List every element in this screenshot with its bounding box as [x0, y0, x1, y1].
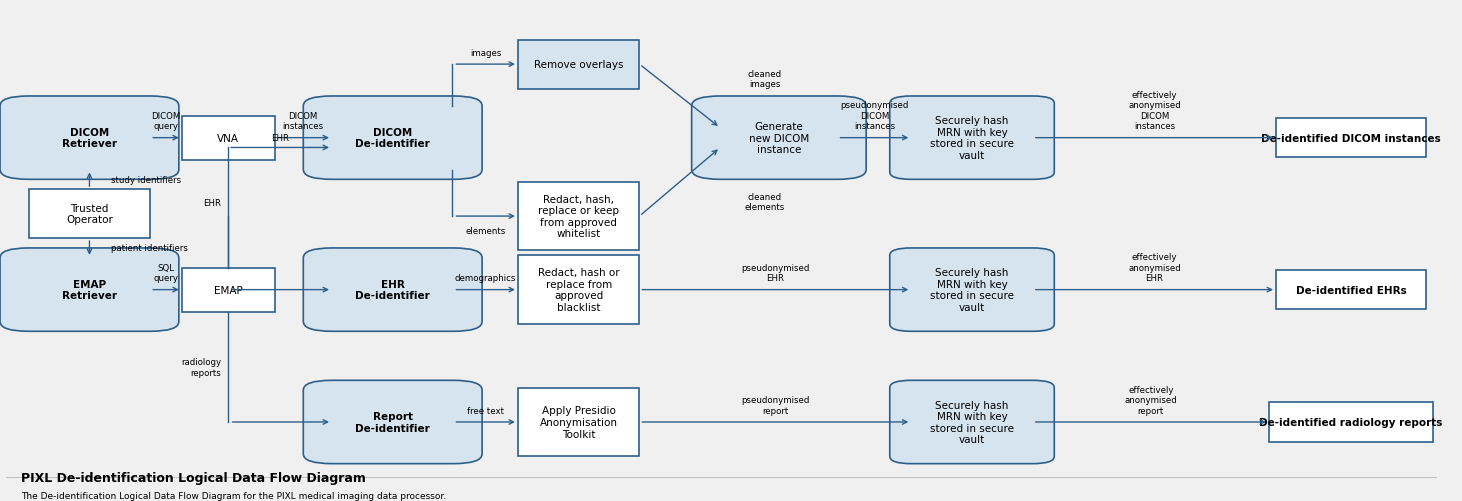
Text: Report
De-identifier: Report De-identifier — [355, 411, 430, 433]
Text: DICOM
Retriever: DICOM Retriever — [61, 128, 117, 149]
FancyBboxPatch shape — [29, 190, 151, 238]
Text: effectively
anonymised
DICOM
instances: effectively anonymised DICOM instances — [1129, 91, 1181, 131]
FancyBboxPatch shape — [518, 388, 639, 456]
Text: De-identified radiology reports: De-identified radiology reports — [1259, 417, 1443, 427]
FancyBboxPatch shape — [890, 97, 1054, 180]
Text: study identifiers: study identifiers — [111, 175, 181, 184]
Text: De-identified EHRs: De-identified EHRs — [1295, 285, 1406, 295]
Text: Apply Presidio
Anonymisation
Toolkit: Apply Presidio Anonymisation Toolkit — [539, 406, 617, 439]
FancyBboxPatch shape — [181, 268, 275, 312]
Text: free text: free text — [468, 406, 504, 415]
Text: EHR: EHR — [270, 133, 289, 142]
Text: effectively
anonymised
EHR: effectively anonymised EHR — [1129, 253, 1181, 283]
Text: DICOM
instances: DICOM instances — [282, 112, 325, 131]
Text: EHR: EHR — [203, 199, 221, 208]
FancyBboxPatch shape — [181, 116, 275, 160]
Text: Redact, hash,
replace or keep
from approved
whitelist: Redact, hash, replace or keep from appro… — [538, 194, 618, 239]
FancyBboxPatch shape — [692, 97, 866, 180]
FancyBboxPatch shape — [1276, 119, 1425, 158]
Text: pseudonymised
DICOM
instances: pseudonymised DICOM instances — [841, 101, 908, 131]
FancyBboxPatch shape — [890, 381, 1054, 464]
Text: EMAP: EMAP — [213, 285, 243, 295]
Text: cleaned
images: cleaned images — [747, 70, 782, 89]
Text: Securely hash
MRN with key
stored in secure
vault: Securely hash MRN with key stored in sec… — [930, 116, 1015, 161]
FancyBboxPatch shape — [1269, 403, 1433, 442]
FancyBboxPatch shape — [0, 97, 178, 180]
Text: DICOM
De-identifier: DICOM De-identifier — [355, 128, 430, 149]
Text: demographics: demographics — [455, 274, 516, 283]
Text: pseudonymised
report: pseudonymised report — [741, 395, 810, 415]
FancyBboxPatch shape — [518, 256, 639, 324]
Text: radiology
reports: radiology reports — [181, 357, 221, 377]
FancyBboxPatch shape — [1276, 271, 1425, 310]
FancyBboxPatch shape — [0, 248, 178, 332]
FancyBboxPatch shape — [890, 248, 1054, 332]
FancyBboxPatch shape — [303, 248, 482, 332]
Text: Trusted
Operator: Trusted Operator — [66, 203, 113, 225]
Text: cleaned
elements: cleaned elements — [744, 192, 785, 212]
Text: DICOM
query: DICOM query — [151, 112, 181, 131]
Text: Redact, hash or
replace from
approved
blacklist: Redact, hash or replace from approved bl… — [538, 268, 620, 313]
Text: pseudonymised
EHR: pseudonymised EHR — [741, 264, 810, 283]
Text: PIXL De-identification Logical Data Flow Diagram: PIXL De-identification Logical Data Flow… — [20, 471, 366, 484]
Text: EHR
De-identifier: EHR De-identifier — [355, 279, 430, 301]
Text: EMAP
Retriever: EMAP Retriever — [61, 279, 117, 301]
Text: VNA: VNA — [218, 133, 240, 143]
Text: Securely hash
MRN with key
stored in secure
vault: Securely hash MRN with key stored in sec… — [930, 268, 1015, 313]
FancyBboxPatch shape — [303, 381, 482, 464]
Text: elements: elements — [465, 226, 506, 235]
Text: patient identifiers: patient identifiers — [111, 244, 187, 253]
Text: The De-identification Logical Data Flow Diagram for the PIXL medical imaging dat: The De-identification Logical Data Flow … — [20, 490, 446, 499]
Text: De-identified DICOM instances: De-identified DICOM instances — [1262, 133, 1442, 143]
Text: Remove overlays: Remove overlays — [534, 60, 623, 70]
FancyBboxPatch shape — [303, 97, 482, 180]
Text: Securely hash
MRN with key
stored in secure
vault: Securely hash MRN with key stored in sec… — [930, 400, 1015, 444]
Text: images: images — [469, 49, 501, 58]
Text: effectively
anonymised
report: effectively anonymised report — [1124, 385, 1177, 415]
Text: Generate
new DICOM
instance: Generate new DICOM instance — [749, 122, 808, 155]
FancyBboxPatch shape — [518, 182, 639, 251]
Text: SQL
query: SQL query — [154, 264, 178, 283]
FancyBboxPatch shape — [518, 41, 639, 90]
